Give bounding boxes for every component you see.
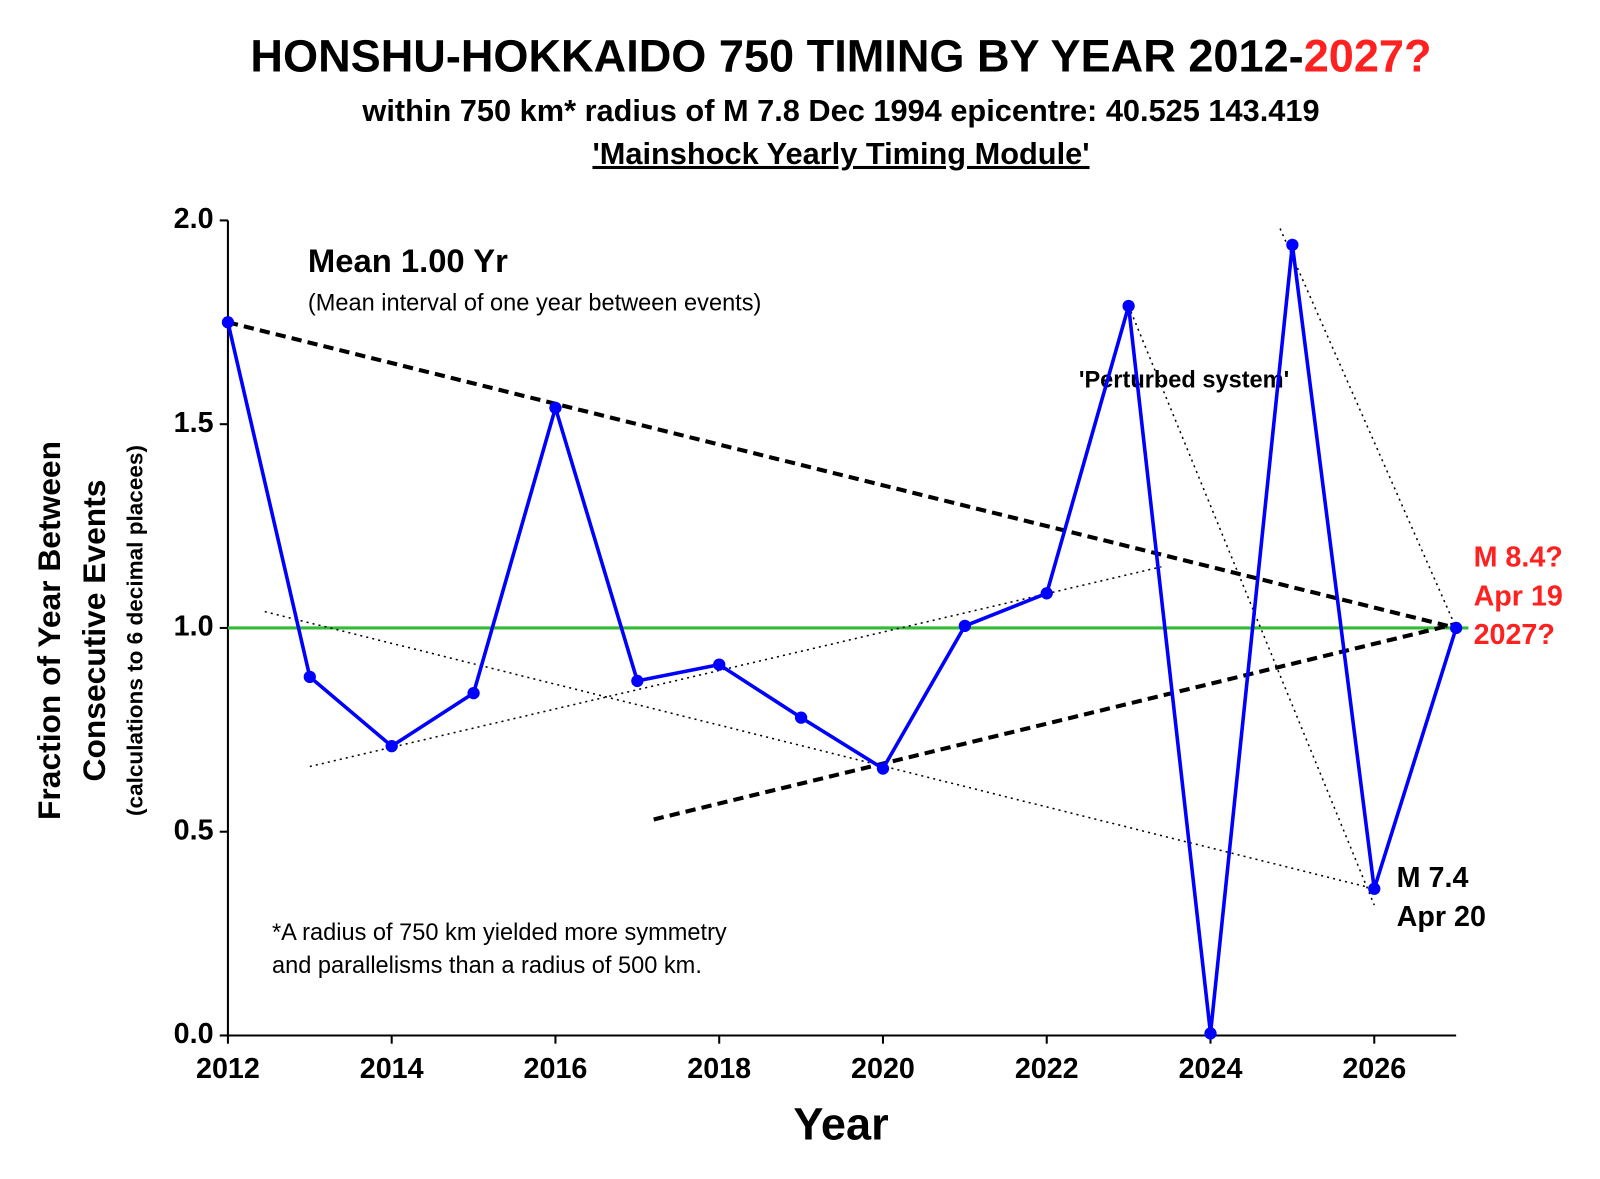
y-axis-label: Fraction of Year Between Consecutive Eve… [31,441,148,820]
data-point [876,762,890,775]
annotation: 'Perturbed system' [1079,367,1289,393]
x-tick-label: 2018 [687,1053,751,1085]
y-label-line: Consecutive Events [76,480,112,782]
data-point [549,401,562,415]
footnote: *A radius of 750 km yielded more symmetr… [272,919,727,945]
footnote: and parallelisms than a radius of 500 km… [272,952,702,978]
trend-line [1279,228,1457,629]
data-point [385,739,398,753]
trend-line [227,320,1457,630]
title-main: HONSHU-HOKKAIDO 750 TIMING BY YEAR 2012- [250,30,1303,81]
x-tick-label: 2022 [1015,1053,1079,1085]
x-axis-label: Year [793,1099,888,1150]
y-label-line: Fraction of Year Between [31,441,67,820]
annotation: (Mean interval of one year between event… [308,290,761,316]
data-point [303,670,316,683]
data-point [631,674,644,688]
y-tick-label: 1.0 [174,611,214,643]
subtitle: within 750 km* radius of M 7.8 Dec 1994 … [361,93,1319,128]
annotation: M 8.4? [1474,541,1563,573]
data-point [713,658,726,671]
data-point [958,619,972,633]
data-point [1368,882,1381,895]
y-tick-label: 0.5 [174,814,214,846]
data-point [221,316,235,329]
chart-title: HONSHU-HOKKAIDO 750 TIMING BY YEAR 2012-… [250,30,1431,81]
annotation: Mean 1.00 Yr [308,242,508,279]
y-label-line: (calculations to 6 decimal placees) [123,445,148,816]
y-tick-label: 1.5 [174,407,214,439]
module-label: 'Mainshock Yearly Timing Module' [592,136,1089,171]
x-tick-label: 2012 [196,1053,260,1085]
x-tick-label: 2016 [524,1053,588,1085]
y-tick-label: 2.0 [174,203,214,235]
x-tick-label: 2026 [1342,1053,1406,1085]
data-point [1286,238,1299,252]
data-point [467,686,480,700]
y-tick-label: 0.0 [174,1018,214,1050]
trend-line [653,621,1457,822]
annotation: Apr 20 [1397,901,1486,933]
x-tick-label: 2020 [851,1053,915,1085]
trend-line [309,566,1162,768]
x-tick-label: 2024 [1179,1053,1243,1085]
title-highlight: 2027? [1304,30,1432,81]
annotation: Apr 19 [1474,580,1563,612]
trend-line [264,610,1375,890]
annotation: M 7.4 [1397,862,1469,894]
data-point [1122,299,1135,313]
data-point [1449,621,1463,635]
annotation: 2027? [1474,619,1555,651]
data-point [794,711,808,724]
data-point [1040,587,1053,600]
x-tick-label: 2014 [360,1053,424,1085]
data-point [1204,1027,1217,1040]
series-line [226,243,1458,1036]
